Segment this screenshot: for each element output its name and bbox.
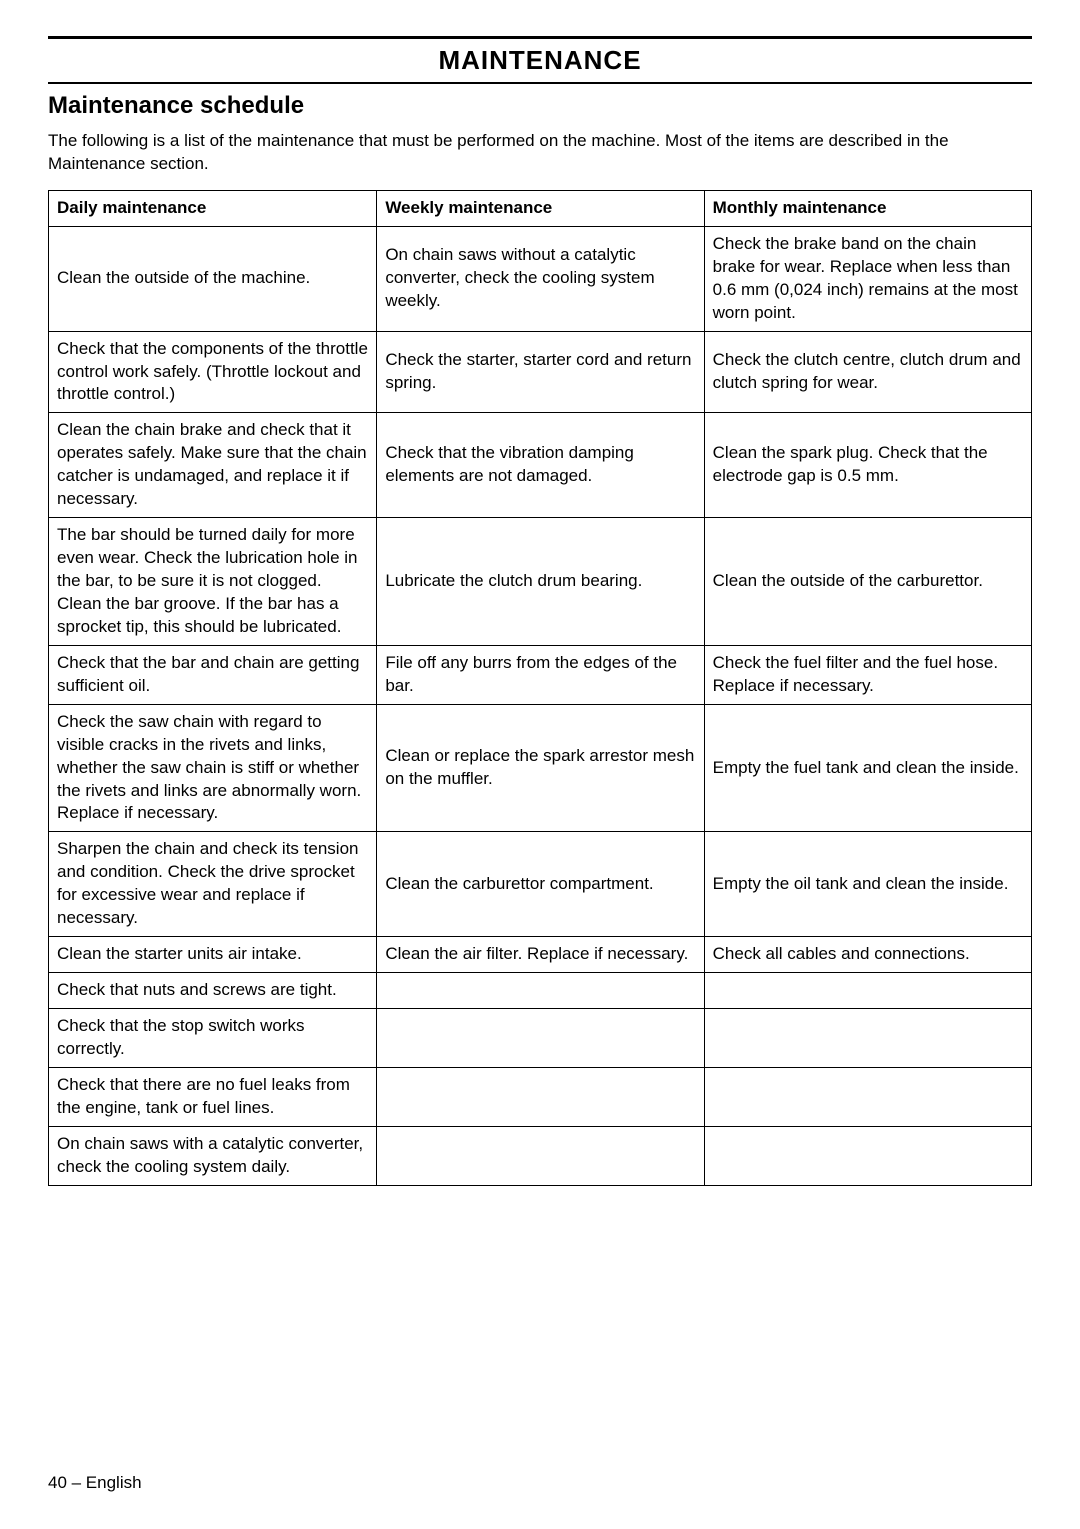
cell-daily: Clean the starter units air intake.: [49, 937, 377, 973]
table-row: Clean the outside of the machine. On cha…: [49, 226, 1032, 331]
table-row: Check that the stop switch works correct…: [49, 1009, 1032, 1068]
table-header-row: Daily maintenance Weekly maintenance Mon…: [49, 190, 1032, 226]
cell-weekly: Lubricate the clutch drum bearing.: [377, 518, 704, 646]
top-rule: [48, 36, 1032, 39]
header-weekly: Weekly maintenance: [377, 190, 704, 226]
cell-daily: Sharpen the chain and check its tension …: [49, 832, 377, 937]
cell-weekly: Clean the carburettor compartment.: [377, 832, 704, 937]
cell-weekly: [377, 1067, 704, 1126]
cell-monthly: Empty the oil tank and clean the inside.: [704, 832, 1031, 937]
table-row: Check the saw chain with regard to visib…: [49, 704, 1032, 832]
cell-monthly: Clean the spark plug. Check that the ele…: [704, 413, 1031, 518]
table-row: Check that the components of the throttl…: [49, 331, 1032, 413]
cell-daily: Check that the bar and chain are getting…: [49, 645, 377, 704]
table-row: Clean the starter units air intake. Clea…: [49, 937, 1032, 973]
table-row: Check that there are no fuel leaks from …: [49, 1067, 1032, 1126]
cell-monthly: [704, 1067, 1031, 1126]
cell-weekly: File off any burrs from the edges of the…: [377, 645, 704, 704]
cell-daily: On chain saws with a catalytic converter…: [49, 1126, 377, 1185]
cell-daily: Check that the stop switch works correct…: [49, 1009, 377, 1068]
table-row: Check that the bar and chain are getting…: [49, 645, 1032, 704]
cell-monthly: Clean the outside of the carburettor.: [704, 518, 1031, 646]
table-body: Clean the outside of the machine. On cha…: [49, 226, 1032, 1185]
cell-monthly: Check all cables and connections.: [704, 937, 1031, 973]
cell-weekly: On chain saws without a catalytic conver…: [377, 226, 704, 331]
section-title: Maintenance schedule: [48, 92, 1032, 120]
cell-weekly: Check that the vibration damping element…: [377, 413, 704, 518]
cell-daily: Clean the outside of the machine.: [49, 226, 377, 331]
cell-daily: Check that nuts and screws are tight.: [49, 973, 377, 1009]
cell-weekly: Clean the air filter. Replace if necessa…: [377, 937, 704, 973]
cell-monthly: [704, 973, 1031, 1009]
table-row: Check that nuts and screws are tight.: [49, 973, 1032, 1009]
cell-weekly: [377, 1009, 704, 1068]
cell-weekly: [377, 1126, 704, 1185]
cell-daily: Check the saw chain with regard to visib…: [49, 704, 377, 832]
cell-monthly: Empty the fuel tank and clean the inside…: [704, 704, 1031, 832]
cell-daily: Check that there are no fuel leaks from …: [49, 1067, 377, 1126]
cell-weekly: Clean or replace the spark arrestor mesh…: [377, 704, 704, 832]
table-row: Clean the chain brake and check that it …: [49, 413, 1032, 518]
cell-monthly: Check the brake band on the chain brake …: [704, 226, 1031, 331]
header-monthly: Monthly maintenance: [704, 190, 1031, 226]
cell-monthly: Check the clutch centre, clutch drum and…: [704, 331, 1031, 413]
page: MAINTENANCE Maintenance schedule The fol…: [0, 0, 1080, 1529]
cell-monthly: [704, 1009, 1031, 1068]
cell-daily: Check that the components of the throttl…: [49, 331, 377, 413]
cell-monthly: Check the fuel filter and the fuel hose.…: [704, 645, 1031, 704]
title-underline: [48, 82, 1032, 84]
header-daily: Daily maintenance: [49, 190, 377, 226]
cell-monthly: [704, 1126, 1031, 1185]
maintenance-table: Daily maintenance Weekly maintenance Mon…: [48, 190, 1032, 1186]
page-title: MAINTENANCE: [48, 45, 1032, 76]
table-row: Sharpen the chain and check its tension …: [49, 832, 1032, 937]
table-row: On chain saws with a catalytic converter…: [49, 1126, 1032, 1185]
cell-weekly: [377, 973, 704, 1009]
cell-daily: The bar should be turned daily for more …: [49, 518, 377, 646]
cell-daily: Clean the chain brake and check that it …: [49, 413, 377, 518]
table-row: The bar should be turned daily for more …: [49, 518, 1032, 646]
cell-weekly: Check the starter, starter cord and retu…: [377, 331, 704, 413]
intro-paragraph: The following is a list of the maintenan…: [48, 130, 1032, 176]
page-footer: 40 – English: [48, 1473, 142, 1493]
